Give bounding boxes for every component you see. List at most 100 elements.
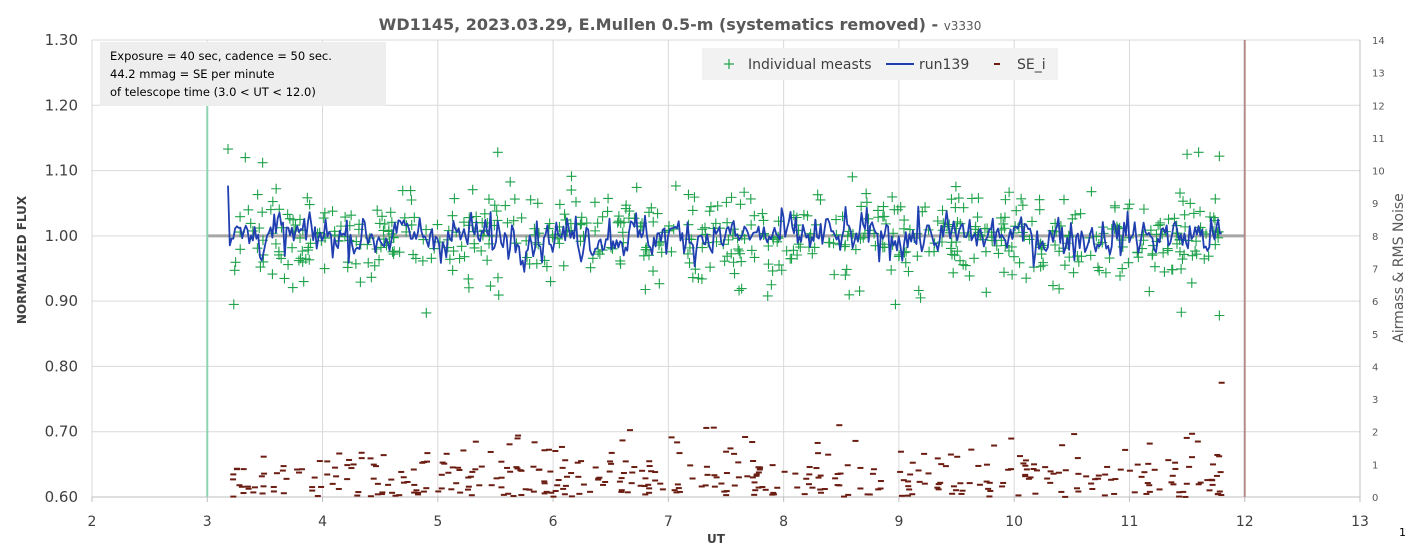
se-point	[318, 485, 325, 488]
measurement-point	[485, 281, 496, 292]
se-point	[721, 490, 728, 493]
measurement-point	[654, 278, 665, 289]
measurement-point	[1210, 239, 1221, 250]
measurement-point	[342, 262, 353, 273]
se-point	[355, 491, 362, 494]
se-point	[332, 466, 339, 469]
measurement-point	[1068, 267, 1079, 278]
se-point	[468, 494, 475, 497]
se-point	[258, 475, 265, 478]
measurement-point	[828, 238, 839, 249]
se-point	[413, 489, 420, 492]
measurement-point	[592, 218, 603, 229]
measurement-point	[377, 211, 388, 222]
measurement-point	[597, 211, 608, 222]
se-point	[814, 441, 821, 444]
se-point	[1075, 490, 1082, 493]
measurement-point	[576, 212, 587, 223]
measurement-point	[847, 171, 858, 182]
se-point	[547, 470, 554, 473]
se-point	[942, 465, 949, 468]
se-point	[916, 480, 923, 483]
se-point	[1138, 475, 1145, 478]
y2-tick-label: 10	[1372, 167, 1385, 178]
se-point	[687, 464, 694, 467]
measurement-point	[230, 257, 241, 268]
se-point	[834, 473, 841, 476]
se-point	[1050, 472, 1057, 475]
x-tick-label: 6	[549, 514, 558, 530]
measurement-point	[489, 200, 500, 211]
measurement-point	[1021, 273, 1032, 284]
measurement-point	[559, 209, 570, 220]
measurement-point	[938, 218, 949, 229]
se-point	[1209, 483, 1216, 486]
se-point	[554, 484, 561, 487]
se-point	[817, 488, 824, 491]
y2-tick-label: 4	[1372, 362, 1378, 373]
measurement-point	[1188, 208, 1199, 219]
se-point	[1218, 381, 1225, 384]
se-point	[314, 495, 321, 498]
se-point	[676, 490, 683, 493]
measurement-point	[972, 212, 983, 223]
se-point	[1146, 484, 1153, 487]
se-point	[991, 444, 998, 447]
se-point	[344, 464, 351, 467]
se-point	[938, 463, 945, 466]
measurement-point	[617, 227, 628, 238]
measurement-point	[644, 207, 655, 218]
measurement-point	[255, 262, 266, 273]
x-tick-label: 9	[894, 514, 903, 530]
measurement-point	[335, 221, 346, 232]
measurement-point	[1064, 252, 1075, 263]
se-point	[608, 462, 615, 465]
measurement-point	[774, 259, 785, 270]
measurement-point	[576, 218, 587, 229]
measurement-point	[492, 147, 503, 158]
measurement-point	[762, 290, 773, 301]
se-point	[1044, 477, 1051, 480]
se-point	[689, 477, 696, 480]
se-point	[389, 491, 396, 494]
measurement-point	[735, 199, 746, 210]
se-point	[817, 491, 824, 494]
se-point	[541, 449, 548, 452]
se-point	[671, 489, 678, 492]
se-point	[646, 491, 653, 494]
se-point	[986, 481, 993, 484]
se-point	[456, 468, 463, 471]
se-point	[250, 491, 257, 494]
measurement-point	[998, 267, 1009, 278]
measurement-point	[1086, 186, 1097, 197]
se-point	[270, 490, 277, 493]
se-point	[905, 485, 912, 488]
measurement-point	[444, 254, 455, 265]
se-point	[378, 493, 385, 496]
se-point	[507, 470, 514, 473]
se-point	[703, 465, 710, 468]
measurement-point	[749, 252, 760, 263]
measurement-point	[304, 199, 315, 210]
measurement-point	[950, 181, 961, 192]
se-point	[373, 465, 380, 468]
se-point	[514, 467, 521, 470]
measurement-point	[631, 182, 642, 193]
measurement-point	[648, 216, 659, 227]
se-point	[411, 491, 418, 494]
se-point	[1144, 482, 1151, 485]
se-point	[750, 459, 757, 462]
measurement-point	[710, 218, 721, 229]
se-point	[792, 472, 799, 475]
measurement-point	[763, 259, 774, 270]
y2-tick-label: 7	[1372, 265, 1378, 276]
x-tick-label: 2	[88, 514, 97, 530]
measurement-point	[1092, 262, 1103, 273]
measurement-point	[273, 246, 284, 257]
measurement-point	[469, 238, 480, 249]
se-point	[1176, 495, 1183, 498]
measurement-point	[1158, 247, 1169, 258]
se-point	[329, 482, 336, 485]
measurement-point	[699, 222, 710, 233]
se-point	[845, 493, 852, 496]
